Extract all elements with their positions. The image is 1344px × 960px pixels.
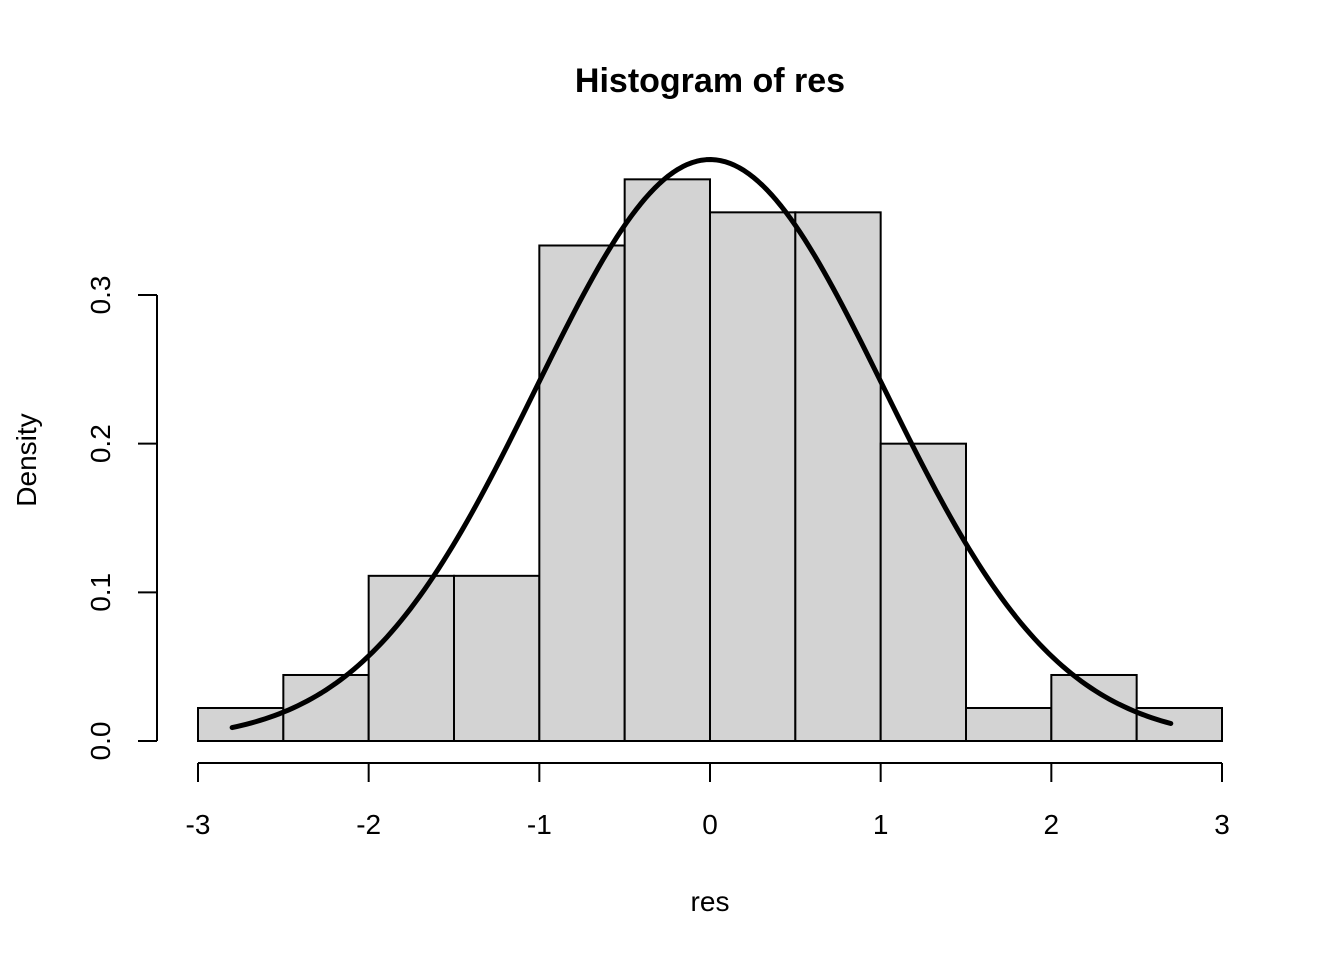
y-tick-label: 0.0 xyxy=(85,722,116,761)
x-axis-label: res xyxy=(691,886,730,917)
x-tick-label: 3 xyxy=(1214,809,1230,840)
y-axis-label: Density xyxy=(11,413,42,506)
histogram-bar xyxy=(453,574,541,743)
chart-title: Histogram of res xyxy=(575,62,845,100)
x-tick-label: 0 xyxy=(702,809,718,840)
density-curve xyxy=(229,157,1174,731)
y-axis: 0.0 0.1 0.2 0.3 xyxy=(85,276,158,761)
x-tick-label: -1 xyxy=(527,809,552,840)
x-tick-label: 1 xyxy=(873,809,889,840)
histogram-bar xyxy=(367,574,455,743)
histogram-bar xyxy=(879,442,968,742)
x-tick-label: -2 xyxy=(356,809,381,840)
histogram-bar xyxy=(709,211,797,743)
y-tick-label: 0.1 xyxy=(85,573,116,612)
histogram-bar xyxy=(197,706,285,742)
y-tick-label: 0.2 xyxy=(85,424,116,463)
histogram-bar xyxy=(965,706,1053,742)
y-tick-label: 0.3 xyxy=(85,276,116,315)
histogram-bar xyxy=(623,178,712,742)
x-tick-label: -3 xyxy=(186,809,211,840)
x-tick-label: 2 xyxy=(1044,809,1060,840)
histogram-bar xyxy=(794,211,882,743)
histogram-bars xyxy=(197,178,1223,743)
histogram-bar xyxy=(1135,706,1223,742)
x-axis: -3 -2 -1 0 1 2 3 xyxy=(186,762,1230,840)
histogram-bar xyxy=(538,244,626,743)
